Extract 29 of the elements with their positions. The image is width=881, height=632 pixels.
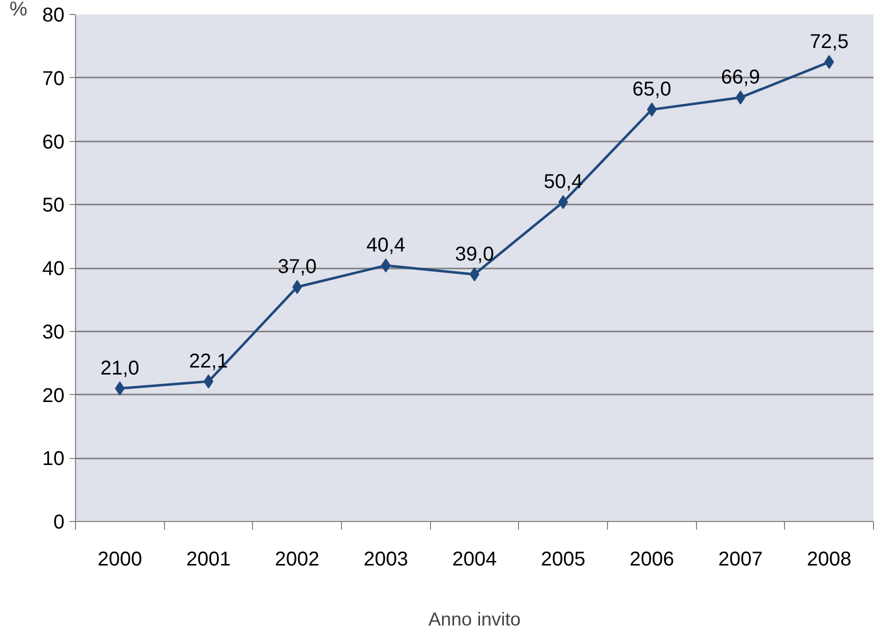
x-tick-label: 2003 — [364, 548, 408, 570]
y-tick-label: 70 — [42, 68, 65, 90]
y-tick-label: 60 — [42, 131, 65, 154]
data-label: 66,9 — [721, 66, 760, 89]
x-tick-label: 2006 — [630, 548, 674, 570]
y-tick-label: 50 — [42, 194, 65, 217]
data-label: 39,0 — [455, 243, 494, 266]
data-label: 72,5 — [810, 31, 849, 54]
y-tick-label: 10 — [42, 448, 65, 470]
y-tick-label: 40 — [42, 258, 65, 280]
y-tick-label: 30 — [42, 321, 65, 344]
y-tick-label: 20 — [42, 384, 65, 407]
data-label: 65,0 — [632, 78, 672, 101]
x-tick-label: 2005 — [540, 548, 586, 570]
x-tick-label: 2001 — [186, 548, 231, 570]
x-axis-title: Anno invito — [428, 608, 521, 630]
x-tick-label: 2008 — [806, 548, 852, 570]
data-label: 21,0 — [100, 357, 140, 380]
y-tick-label: 80 — [42, 4, 65, 26]
x-tick-label: 2007 — [718, 548, 763, 570]
data-label: 22,1 — [189, 350, 228, 372]
y-axis-title: % — [10, 0, 28, 20]
data-label: 37,0 — [278, 256, 317, 278]
data-label: 50,4 — [544, 171, 583, 194]
data-label: 40,4 — [366, 234, 406, 256]
x-tick-label: 2002 — [274, 548, 320, 570]
y-tick-label: 0 — [53, 512, 64, 534]
x-tick-label: 2000 — [98, 548, 142, 570]
x-tick-label: 2004 — [452, 548, 497, 570]
